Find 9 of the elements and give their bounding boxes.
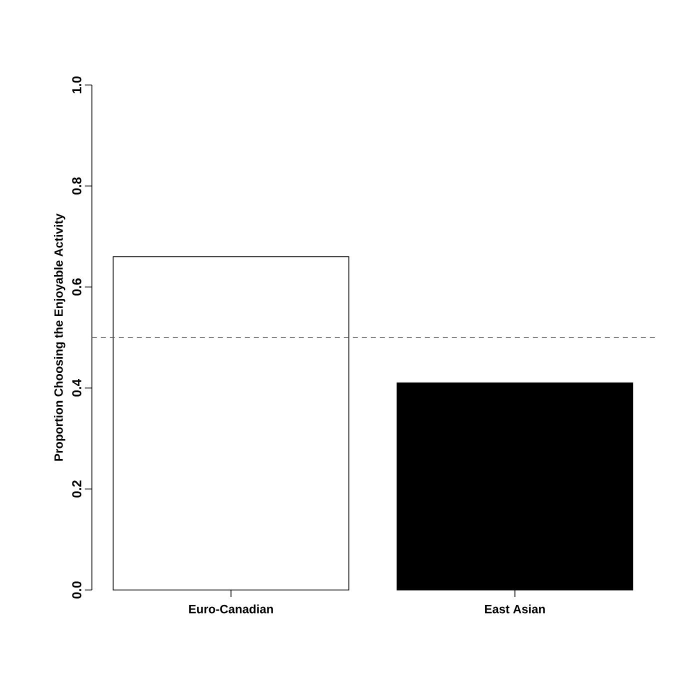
y-tick-label: 0.2 [72,480,82,498]
y-tick-label: 0.4 [72,379,82,397]
x-tick-label: East Asian [485,604,545,614]
y-axis-title: Proportion Choosing the Enjoyable Activity [54,214,66,461]
y-tick-label: 0.0 [72,581,82,599]
x-tick-label: Euro-Canadian [189,604,273,614]
y-tick-label: 0.6 [72,278,82,296]
y-tick-label: 0.8 [72,177,82,195]
y-tick-label: 1.0 [72,76,82,94]
